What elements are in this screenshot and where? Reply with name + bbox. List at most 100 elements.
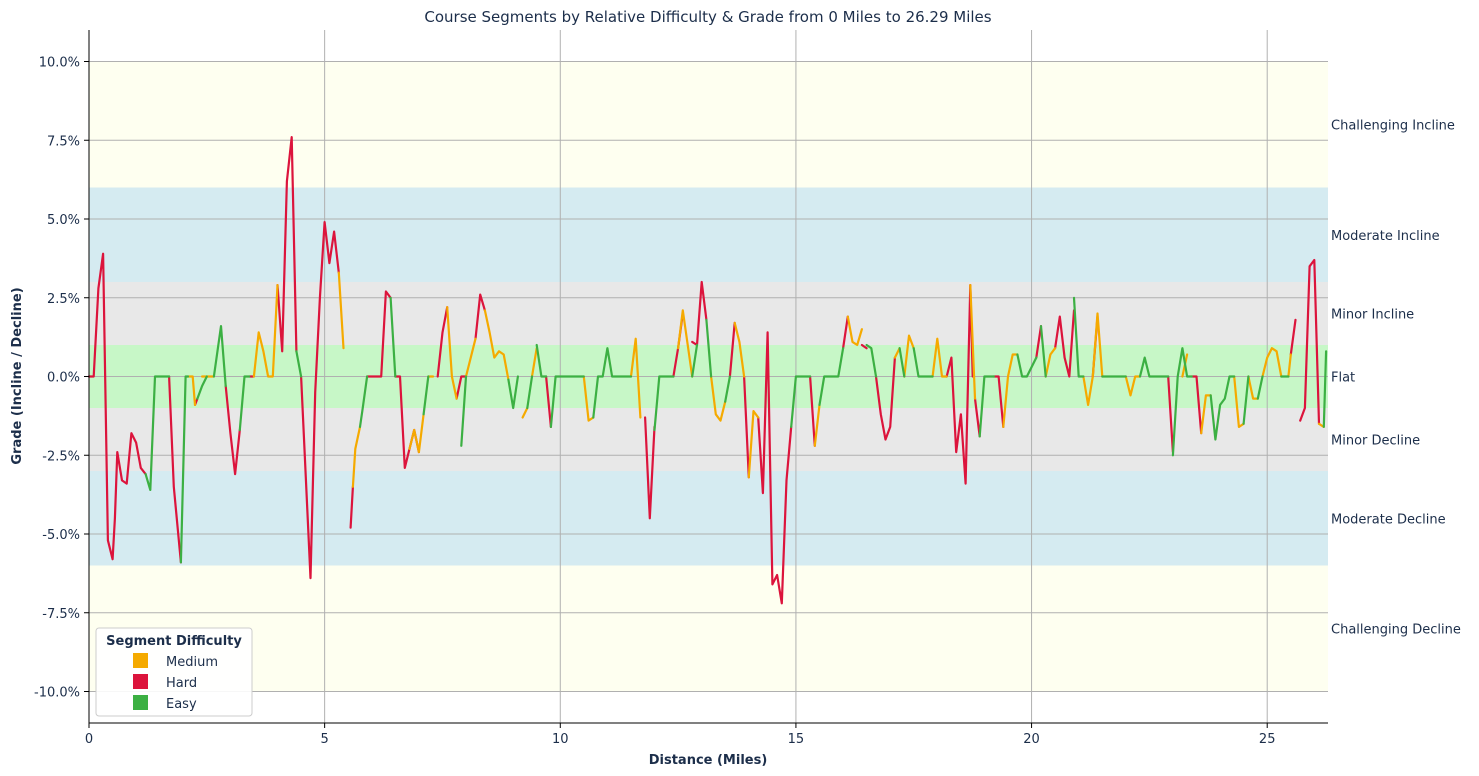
chart-title: Course Segments by Relative Difficulty &… — [424, 8, 991, 26]
segment-easy — [1016, 353, 1038, 378]
y-tick-label: -5.0% — [42, 528, 80, 543]
x-tick-label: 10 — [552, 732, 569, 747]
zone-challenging-decline — [89, 565, 1328, 692]
x-axis-label: Distance (Miles) — [649, 753, 768, 768]
y-tick-label: -7.5% — [42, 607, 80, 622]
segment-easy — [1171, 347, 1193, 457]
segment-medium — [1124, 375, 1142, 397]
segment-easy — [535, 343, 548, 378]
legend-swatch-medium — [133, 653, 148, 668]
segment-easy — [358, 375, 369, 428]
segment-hard — [728, 321, 736, 378]
y-tick-label: 10.0% — [39, 56, 80, 71]
segment-easy — [549, 375, 585, 428]
segment-easy — [1072, 296, 1085, 378]
segment-hard — [1053, 309, 1076, 378]
segment-hard — [1035, 325, 1043, 359]
segment-easy — [389, 296, 397, 378]
segment-hard — [455, 375, 468, 400]
x-tick-label: 15 — [788, 732, 805, 747]
legend-swatch-hard — [133, 674, 148, 689]
segment-easy — [460, 375, 468, 447]
segment-medium — [408, 413, 425, 454]
segment-hard — [992, 375, 1005, 428]
segment-easy — [1242, 375, 1250, 425]
segment-hard — [1190, 375, 1203, 435]
zone-moderate-incline — [89, 187, 1328, 282]
segment-medium — [351, 425, 362, 488]
segment-hard — [300, 221, 340, 580]
segment-easy — [1039, 325, 1047, 378]
segment-medium — [252, 284, 279, 378]
x-tick-label: 20 — [1023, 732, 1040, 747]
segment-easy — [196, 375, 208, 400]
segment-easy — [144, 375, 171, 491]
segment-easy — [1138, 356, 1170, 378]
segment-medium — [1002, 353, 1019, 428]
legend-label-medium: Medium — [166, 655, 218, 670]
segment-hard — [860, 343, 868, 350]
zone-label-challenging-decline: Challenging Decline — [1331, 623, 1461, 638]
segment-hard — [643, 416, 656, 520]
segment-medium — [521, 406, 529, 419]
segment-medium — [931, 337, 948, 378]
y-tick-label: -2.5% — [42, 449, 80, 464]
segment-medium — [582, 375, 595, 422]
legend: Segment Difficulty Medium Hard Easy — [95, 627, 253, 717]
segment-medium — [1082, 312, 1104, 406]
zone-label-flat: Flat — [1331, 371, 1355, 386]
legend-label-easy: Easy — [166, 697, 197, 712]
y-tick-label: 0.0% — [47, 371, 80, 386]
segment-easy — [179, 375, 190, 564]
zone-label-moderate-incline: Moderate Incline — [1331, 229, 1440, 244]
segment-hard — [436, 306, 449, 378]
segment-hard — [168, 375, 182, 564]
segment-hard — [87, 252, 147, 561]
segment-easy — [691, 343, 699, 378]
segment-easy — [592, 347, 633, 419]
zone-label-minor-incline: Minor Incline — [1331, 308, 1414, 323]
segment-hard — [366, 290, 392, 378]
segment-hard — [874, 356, 897, 441]
segment-easy — [898, 347, 906, 378]
y-tick-label: 5.0% — [47, 213, 80, 228]
segment-hard — [276, 136, 298, 353]
segment-easy — [1209, 375, 1236, 441]
x-tick-label: 0 — [85, 732, 93, 747]
legend-title: Segment Difficulty — [106, 634, 242, 649]
segment-medium — [337, 271, 345, 350]
segment-easy — [1256, 375, 1264, 400]
segment-hard — [808, 375, 816, 447]
zone-minor-decline — [89, 408, 1328, 471]
segment-medium — [969, 284, 977, 400]
segment-medium — [709, 375, 727, 422]
legend-swatch-easy — [133, 695, 148, 710]
segment-easy — [818, 347, 845, 406]
legend-box — [95, 627, 253, 717]
segment-easy — [212, 325, 227, 388]
segment-easy — [1322, 350, 1328, 428]
segment-medium — [733, 321, 746, 378]
segment-easy — [295, 350, 303, 378]
segment-medium — [446, 306, 458, 400]
x-tick-label: 25 — [1259, 732, 1276, 747]
segment-medium — [1044, 347, 1057, 378]
segment-medium — [1287, 353, 1292, 378]
segment-easy — [238, 375, 251, 432]
segment-hard — [742, 375, 750, 479]
y-tick-label: 7.5% — [47, 134, 80, 149]
zone-label-challenging-incline: Challenging Incline — [1331, 119, 1455, 134]
segment-easy — [790, 375, 812, 428]
axes: 0 5 10 15 20 25 -10.0% -7.5% -5.0% -2.5% 0.0% 2.5% 5… — [34, 30, 1328, 747]
grade-lines — [87, 136, 1328, 605]
zone-moderate-decline — [89, 471, 1328, 566]
segment-easy — [422, 375, 430, 416]
segment-easy — [507, 375, 520, 410]
zone-label-moderate-decline: Moderate Decline — [1331, 512, 1446, 527]
segment-medium — [903, 334, 915, 378]
segment-hard — [841, 315, 849, 350]
zone-challenging-incline — [89, 61, 1328, 188]
segment-medium — [464, 337, 477, 378]
segment-hard — [973, 397, 981, 438]
segment-hard — [349, 485, 354, 529]
